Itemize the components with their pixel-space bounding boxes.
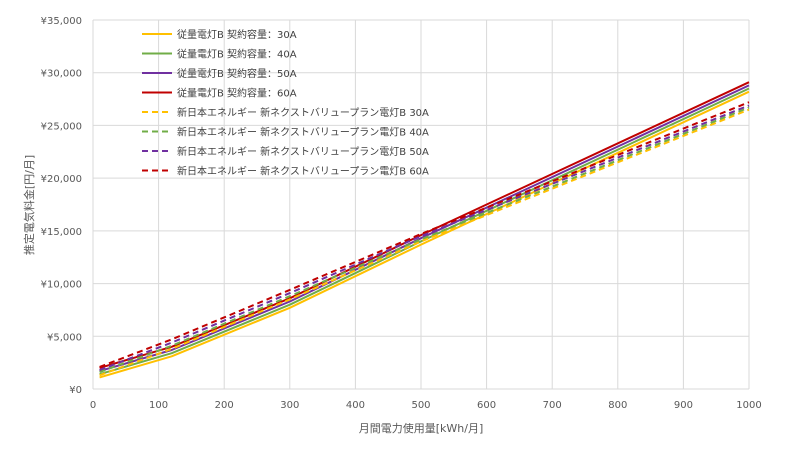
x-axis-ticks: 0 100 200 300 400 500 600 700 800 900 1000 xyxy=(90,400,762,411)
y-tick-label: ¥10,000 xyxy=(41,280,82,291)
legend-label: 新日本エネルギー 新ネクストバリュープラン電灯B 60A xyxy=(177,165,429,178)
legend-label: 新日本エネルギー 新ネクストバリュープラン電灯B 30A xyxy=(177,106,429,119)
legend-label: 従量電灯B 契約容量：60A xyxy=(177,87,297,100)
legend: 従量電灯B 契約容量：30A 従量電灯B 契約容量：40A 従量電灯B 契約容量：5… xyxy=(142,28,429,178)
x-tick-label: 1000 xyxy=(736,400,761,411)
legend-label: 新日本エネルギー 新ネクストバリュープラン電灯B 50A xyxy=(177,145,429,158)
x-tick-label: 900 xyxy=(674,400,693,411)
y-tick-label: ¥15,000 xyxy=(41,227,82,238)
y-axis-ticks: ¥0 ¥5,000 ¥10,000 ¥15,000 ¥20,000 ¥25,000 ¥30,… xyxy=(41,16,82,396)
x-axis-title: 月間電力使用量[kWh/月] xyxy=(359,422,484,435)
series-lines xyxy=(99,81,750,379)
legend-label: 従量電灯B 契約容量：30A xyxy=(177,28,297,41)
x-tick-label: 800 xyxy=(608,400,627,411)
legend-label: 従量電灯B 契約容量：40A xyxy=(177,48,297,61)
x-tick-label: 500 xyxy=(411,400,430,411)
series-line xyxy=(99,104,750,371)
x-tick-label: 400 xyxy=(346,400,365,411)
y-tick-label: ¥20,000 xyxy=(41,174,82,185)
x-tick-label: 0 xyxy=(90,400,96,411)
series-line xyxy=(99,101,750,368)
x-tick-label: 700 xyxy=(543,400,562,411)
legend-label: 新日本エネルギー 新ネクストバリュープラン電灯B 40A xyxy=(177,126,429,139)
y-tick-label: ¥30,000 xyxy=(41,69,82,80)
y-tick-label: ¥0 xyxy=(69,385,82,396)
x-tick-label: 200 xyxy=(215,400,234,411)
y-tick-label: ¥25,000 xyxy=(41,121,82,132)
series-line xyxy=(99,106,750,374)
y-tick-label: ¥35,000 xyxy=(41,16,82,27)
y-tick-label: ¥5,000 xyxy=(47,332,82,343)
y-axis-title: 推定電気料金[円/月] xyxy=(22,155,36,255)
grid-lines xyxy=(92,19,750,390)
x-tick-label: 600 xyxy=(477,400,496,411)
series-line xyxy=(99,108,750,377)
legend-label: 従量電灯B 契約容量：50A xyxy=(177,67,297,80)
x-tick-label: 100 xyxy=(149,400,168,411)
x-tick-label: 300 xyxy=(280,400,299,411)
series-line xyxy=(99,90,750,379)
